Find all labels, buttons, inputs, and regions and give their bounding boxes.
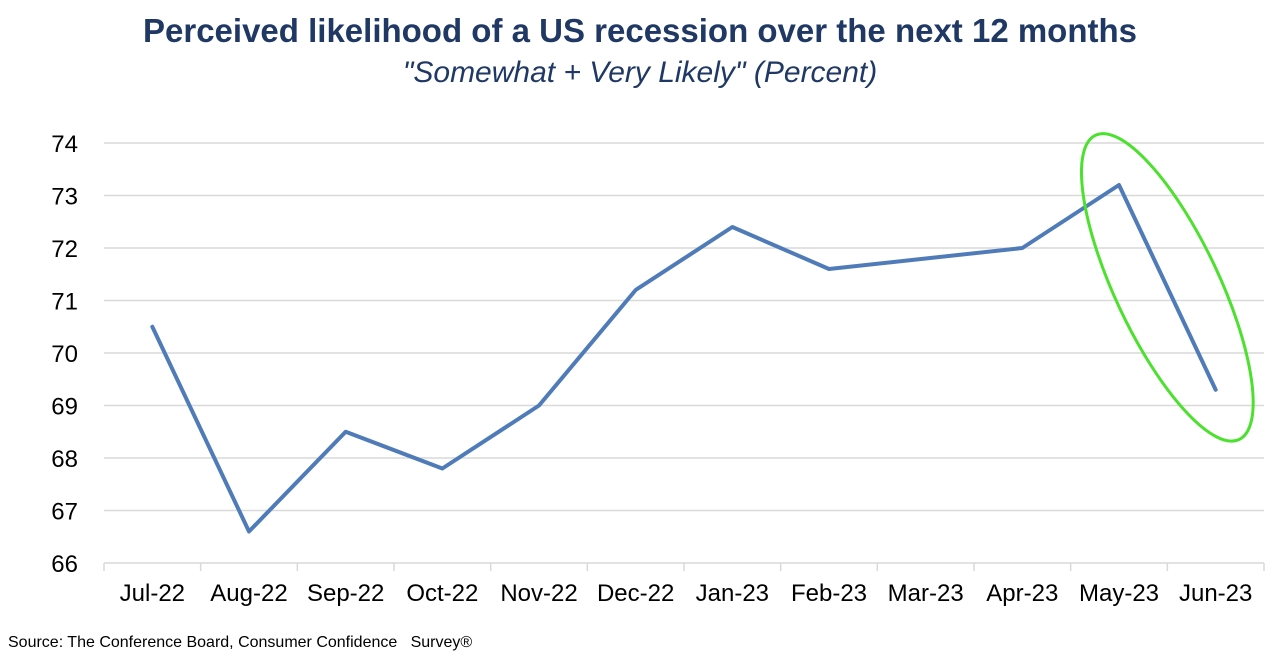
highlight-ellipse [1079, 132, 1255, 443]
series-line [150, 183, 1218, 534]
x-tick-label: Jun-23 [1179, 580, 1252, 607]
x-tick-label: May-23 [1079, 580, 1159, 607]
y-tick-label: 72 [51, 236, 78, 263]
gridlines [104, 142, 1264, 512]
y-tick-label: 71 [51, 289, 78, 316]
x-tick-label: Mar-23 [888, 580, 964, 607]
x-tick-label: Jan-23 [696, 580, 769, 607]
series [150, 183, 1218, 534]
x-tick-label: Oct-22 [406, 580, 478, 607]
x-tick-label: Feb-23 [791, 580, 867, 607]
x-tick-label: Jul-22 [120, 580, 185, 607]
y-tick-label: 67 [51, 499, 78, 526]
highlight-ellipse [1079, 132, 1255, 443]
x-axis [103, 562, 1265, 571]
chart-title: Perceived likelihood of a US recession o… [143, 12, 1137, 49]
chart-subtitle: "Somewhat + Very Likely" (Percent) [402, 56, 878, 89]
y-tick-label: 74 [51, 131, 78, 158]
y-tick-label: 68 [51, 446, 78, 473]
y-axis-tick-labels: 66 67 68 69 70 71 72 73 74 [51, 131, 78, 578]
source-note: Source: The Conference Board, Consumer C… [8, 634, 473, 651]
x-axis-tick-labels: Jul-22 Aug-22 Sep-22 Oct-22 Nov-22 Dec-22 Jan-… [120, 580, 1253, 607]
y-tick-label: 66 [51, 551, 78, 578]
x-tick-label: Nov-22 [500, 580, 577, 607]
x-tick-label: Aug-22 [210, 580, 287, 607]
y-tick-label: 69 [51, 394, 78, 421]
line-chart: 66 67 68 69 70 71 72 73 74 Jul-22 Aug-22 Sep-22 Oct… [51, 131, 1265, 607]
y-tick-label: 70 [51, 341, 78, 368]
x-tick-label: Dec-22 [597, 580, 674, 607]
y-tick-label: 73 [51, 184, 78, 211]
x-tick-label: Sep-22 [307, 580, 384, 607]
x-tick-label: Apr-23 [986, 580, 1058, 607]
